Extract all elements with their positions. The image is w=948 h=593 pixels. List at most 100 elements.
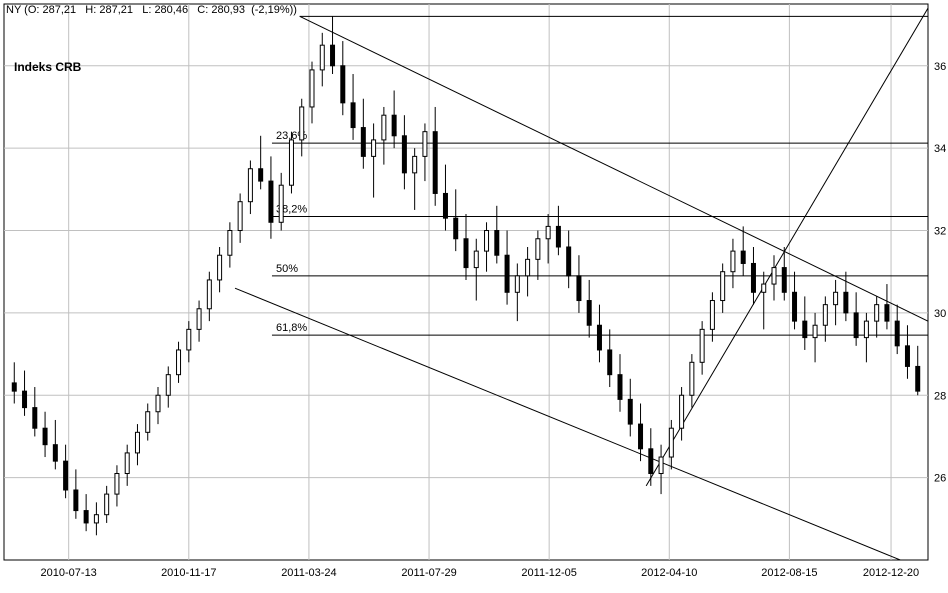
candle-body: [885, 305, 889, 321]
y-tick-label: 32: [934, 226, 946, 238]
ohlc-header: NY (O: 287,21 H: 287,21 L: 280,46 C: 280…: [6, 4, 297, 16]
candle-body: [269, 181, 273, 222]
x-tick-label: 2011-07-29: [401, 567, 456, 579]
candle-body: [762, 284, 766, 292]
candle-body: [864, 321, 868, 337]
candle-body: [402, 136, 406, 173]
fib-label: 61,8%: [276, 322, 307, 334]
candle-body: [772, 268, 776, 284]
candle-body: [628, 399, 632, 424]
candle-body: [782, 268, 786, 293]
candle-body: [905, 346, 909, 367]
chart-container: NY (O: 287,21 H: 287,21 L: 280,46 C: 280…: [0, 0, 948, 593]
candle-body: [413, 156, 417, 172]
candle-body: [197, 309, 201, 330]
candle-body: [608, 350, 612, 375]
candle-body: [382, 115, 386, 140]
ohlc-close: 280,93: [211, 4, 245, 16]
candle-body: [177, 350, 181, 375]
candle-body: [207, 280, 211, 309]
candle-body: [105, 494, 109, 515]
candle-body: [515, 276, 519, 292]
x-tick-label: 2010-07-13: [41, 567, 97, 579]
candle-body: [320, 45, 324, 70]
candle-body: [259, 169, 263, 181]
candle-body: [23, 391, 27, 407]
candle-body: [526, 259, 530, 275]
candle-body: [875, 305, 879, 321]
candle-body: [495, 231, 499, 256]
candle-body: [731, 251, 735, 272]
x-tick-label: 2012-04-10: [641, 567, 697, 579]
candle-body: [803, 321, 807, 337]
candle-body: [454, 218, 458, 239]
candle-body: [228, 231, 232, 256]
candle-body: [53, 445, 57, 461]
candle-body: [823, 305, 827, 326]
x-tick-label: 2011-12-05: [521, 567, 576, 579]
candle-body: [741, 251, 745, 263]
candle-body: [659, 457, 663, 473]
ohlc-symbol: NY: [6, 4, 21, 16]
x-tick-label: 2011-03-24: [281, 567, 336, 579]
candle-body: [916, 366, 920, 391]
y-tick-label: 30: [934, 308, 946, 320]
candle-body: [218, 255, 222, 280]
candle-body: [556, 226, 560, 247]
candle-body: [166, 375, 170, 396]
candle-body: [341, 66, 345, 103]
candle-body: [433, 132, 437, 194]
candle-body: [248, 169, 252, 202]
candle-body: [680, 395, 684, 428]
candle-body: [300, 107, 304, 140]
ohlc-change: (-2,19%): [251, 4, 293, 16]
candle-body: [279, 185, 283, 222]
candle-body: [331, 45, 335, 66]
candle-body: [64, 461, 68, 490]
candle-body: [895, 321, 899, 346]
x-tick-label: 2010-11-17: [161, 567, 216, 579]
y-tick-label: 34: [934, 143, 946, 155]
candle-body: [854, 313, 858, 338]
candle-body: [33, 408, 37, 429]
candle-body: [12, 383, 16, 391]
candle-body: [618, 375, 622, 400]
candle-body: [474, 251, 478, 267]
fib-label: 50%: [276, 263, 298, 275]
chart-title: Indeks CRB: [14, 60, 81, 74]
ohlc-high: 287,21: [99, 4, 133, 16]
candle-body: [844, 292, 848, 313]
candle-body: [74, 490, 78, 511]
candle-body: [238, 202, 242, 231]
candle-body: [813, 325, 817, 337]
candle-body: [536, 239, 540, 260]
candle-body: [125, 453, 129, 474]
chart-svg: 3634323028262010-07-132010-11-172011-03-…: [0, 0, 948, 593]
candle-body: [649, 449, 653, 474]
candle-body: [587, 301, 591, 326]
candle-body: [793, 292, 797, 321]
candle-body: [289, 140, 293, 185]
candle-body: [669, 428, 673, 457]
candle-body: [567, 247, 571, 276]
candle-body: [710, 301, 714, 330]
candle-body: [423, 132, 427, 157]
candle-body: [464, 239, 468, 268]
candle-body: [372, 140, 376, 156]
x-tick-label: 2012-12-20: [863, 567, 919, 579]
candle-body: [115, 474, 119, 495]
ohlc-low: 280,46: [154, 4, 188, 16]
candle-body: [721, 272, 725, 301]
candle-body: [597, 325, 601, 350]
candle-body: [505, 255, 509, 292]
candle-body: [84, 511, 88, 523]
candle-body: [351, 103, 355, 128]
candle-body: [577, 276, 581, 301]
candle-body: [639, 424, 643, 449]
candle-body: [156, 395, 160, 411]
candle-body: [700, 329, 704, 362]
candle-body: [834, 292, 838, 304]
candle-body: [135, 432, 139, 453]
candle-body: [751, 263, 755, 292]
y-tick-label: 28: [934, 390, 946, 402]
